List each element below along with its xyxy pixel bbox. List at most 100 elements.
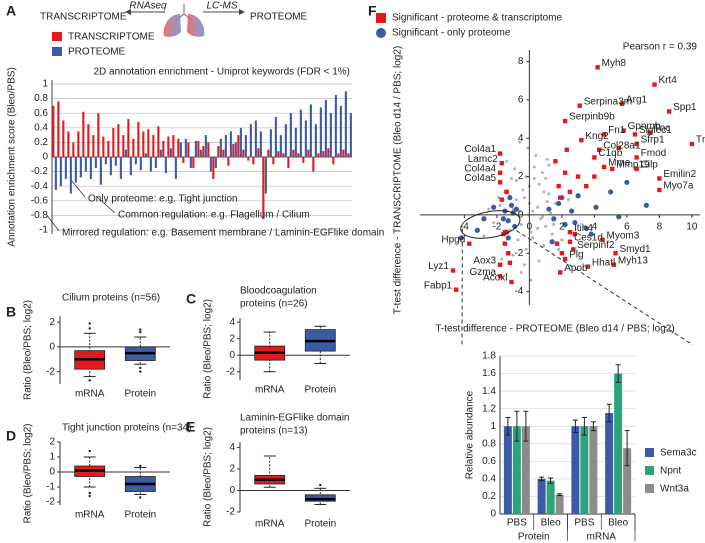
legend-label: Wnt3a — [660, 484, 689, 495]
point — [504, 189, 509, 195]
point — [500, 216, 506, 222]
bar — [184, 138, 187, 157]
bar — [224, 135, 227, 157]
bar — [219, 138, 222, 157]
point — [505, 235, 511, 241]
point-label: Col28a1 — [603, 140, 641, 151]
bar — [269, 129, 272, 157]
point — [643, 202, 649, 208]
point-label: Itih4 — [574, 223, 593, 234]
y-tick-label: 0 — [229, 350, 235, 361]
bar — [304, 120, 307, 157]
point-label: Myh13 — [618, 255, 648, 266]
y-tick-label: -1 — [46, 482, 55, 493]
outlier — [88, 322, 91, 325]
point-label: Col4a5 — [464, 173, 496, 184]
point — [513, 206, 519, 212]
point — [549, 211, 552, 215]
bar — [52, 105, 55, 157]
x-tick-label: -2 — [492, 222, 501, 233]
point-label: Apob — [564, 263, 588, 274]
y-tick-label: -1 — [39, 225, 48, 236]
point-label: Cilp — [641, 160, 659, 171]
point — [497, 262, 503, 267]
point — [499, 197, 504, 202]
point — [474, 227, 480, 233]
x-tick-label: 4 — [592, 222, 598, 233]
y-tick-label: 4 — [229, 317, 235, 328]
point — [567, 189, 573, 195]
y-tick-label: 2 — [49, 437, 55, 448]
panel-letter: E — [186, 419, 195, 435]
bar — [267, 149, 270, 157]
outlier — [139, 496, 142, 499]
bar — [84, 157, 87, 172]
point — [497, 180, 503, 185]
x-tick-label: mRNA — [75, 389, 105, 400]
bar — [122, 135, 125, 157]
bar — [194, 140, 197, 157]
bar — [209, 157, 212, 172]
y-tick-label: -4 — [514, 286, 523, 297]
panel-letter: C — [186, 291, 196, 307]
point — [509, 279, 514, 285]
bar — [279, 135, 282, 157]
panel-title: proteins (n=26) — [240, 299, 308, 310]
bar — [69, 157, 72, 194]
point-label: Lyz1 — [428, 261, 449, 272]
bar — [242, 149, 245, 157]
point — [689, 141, 695, 147]
y-tick-label: 0.6 — [34, 108, 48, 119]
annotation-arrow — [95, 195, 116, 214]
point — [511, 207, 515, 211]
point — [647, 130, 652, 135]
panel-title: Cilium proteins (n=56) — [62, 293, 160, 304]
point-label: Sfrp1 — [641, 135, 665, 146]
y-tick-label: 4 — [229, 442, 235, 453]
bar — [589, 426, 598, 514]
point-label: Hpgd — [441, 234, 465, 245]
group-label: mRNA — [587, 532, 617, 543]
bar — [62, 120, 65, 157]
bar — [92, 135, 95, 157]
bar — [605, 413, 614, 514]
point — [497, 274, 503, 279]
bar — [244, 135, 247, 157]
bar — [289, 113, 292, 157]
legend-swatch — [645, 466, 654, 475]
point — [540, 171, 544, 175]
y-tick-label: 1 — [49, 452, 55, 463]
point-label: Kng2 — [585, 131, 609, 142]
header-left: TRANSCRIPTOME — [40, 12, 127, 23]
outlier — [88, 449, 91, 453]
legend-label: TRANSCRIPTOME — [68, 32, 155, 43]
bar — [247, 157, 250, 161]
point — [549, 239, 555, 245]
bar — [292, 149, 295, 157]
bar — [147, 129, 150, 157]
y-tick-label: 0 — [42, 152, 48, 163]
point — [575, 193, 581, 199]
point — [529, 278, 533, 282]
bar — [72, 142, 75, 157]
zoom-line — [516, 230, 694, 346]
legend-swatch — [645, 484, 654, 493]
point — [505, 218, 511, 224]
y-tick-label: 0.8 — [34, 93, 48, 104]
bar — [344, 91, 347, 157]
bar — [157, 126, 160, 157]
point-label: Gzma — [469, 267, 496, 278]
point — [592, 174, 597, 179]
panel-title: proteins (n=13) — [240, 426, 308, 437]
bar — [249, 124, 252, 157]
bar — [129, 157, 132, 176]
bar — [229, 131, 232, 157]
bar — [192, 157, 195, 168]
y-tick-label: 0 — [49, 342, 55, 353]
point — [546, 206, 552, 212]
y-tick-label: 6 — [518, 95, 524, 106]
point — [652, 82, 657, 87]
y-tick-label: 2 — [518, 171, 524, 182]
x-tick-label: Protein — [124, 389, 156, 400]
